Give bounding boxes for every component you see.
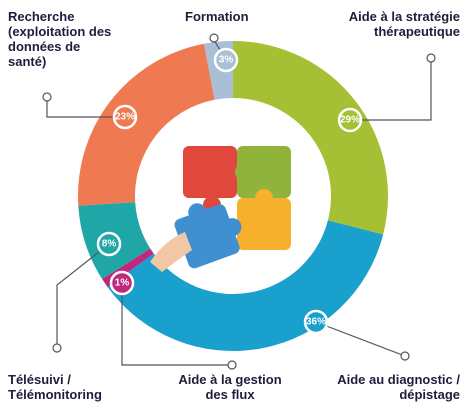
value-label: 1% [115, 278, 130, 289]
value-label: 36% [306, 317, 326, 328]
connector-end [42, 92, 52, 102]
connector-end [426, 53, 436, 63]
connector [315, 321, 406, 357]
value-label: 23% [115, 112, 135, 123]
value-badge [109, 270, 135, 296]
label: Aide au diagnostic / dépistage [337, 372, 460, 402]
connector [350, 60, 432, 121]
puzzle-illustration [150, 146, 291, 272]
value-label: 29% [340, 115, 360, 126]
donut-slice [233, 41, 389, 235]
connector-end [52, 343, 62, 353]
label: Aide à la stratégie thérapeutique [348, 9, 460, 39]
connector-end [400, 351, 410, 361]
value-badge [337, 107, 363, 133]
value-label: 3% [219, 55, 234, 66]
value-badge [213, 47, 239, 73]
label: Recherche (exploitation des données de s… [8, 9, 112, 69]
connector-end [227, 360, 237, 370]
label: Formation [185, 9, 249, 24]
value-badge [303, 309, 329, 335]
value-badge [96, 231, 122, 257]
connector [56, 243, 110, 348]
label: Aide à la gestion des flux [178, 372, 282, 402]
value-label: 8% [102, 239, 117, 250]
connector [121, 283, 232, 366]
value-badge [112, 104, 138, 130]
label: Télésuivi / Télémonitoring [8, 372, 102, 402]
donut-slice [78, 43, 215, 206]
connector [46, 97, 125, 118]
connector-end [209, 33, 219, 43]
